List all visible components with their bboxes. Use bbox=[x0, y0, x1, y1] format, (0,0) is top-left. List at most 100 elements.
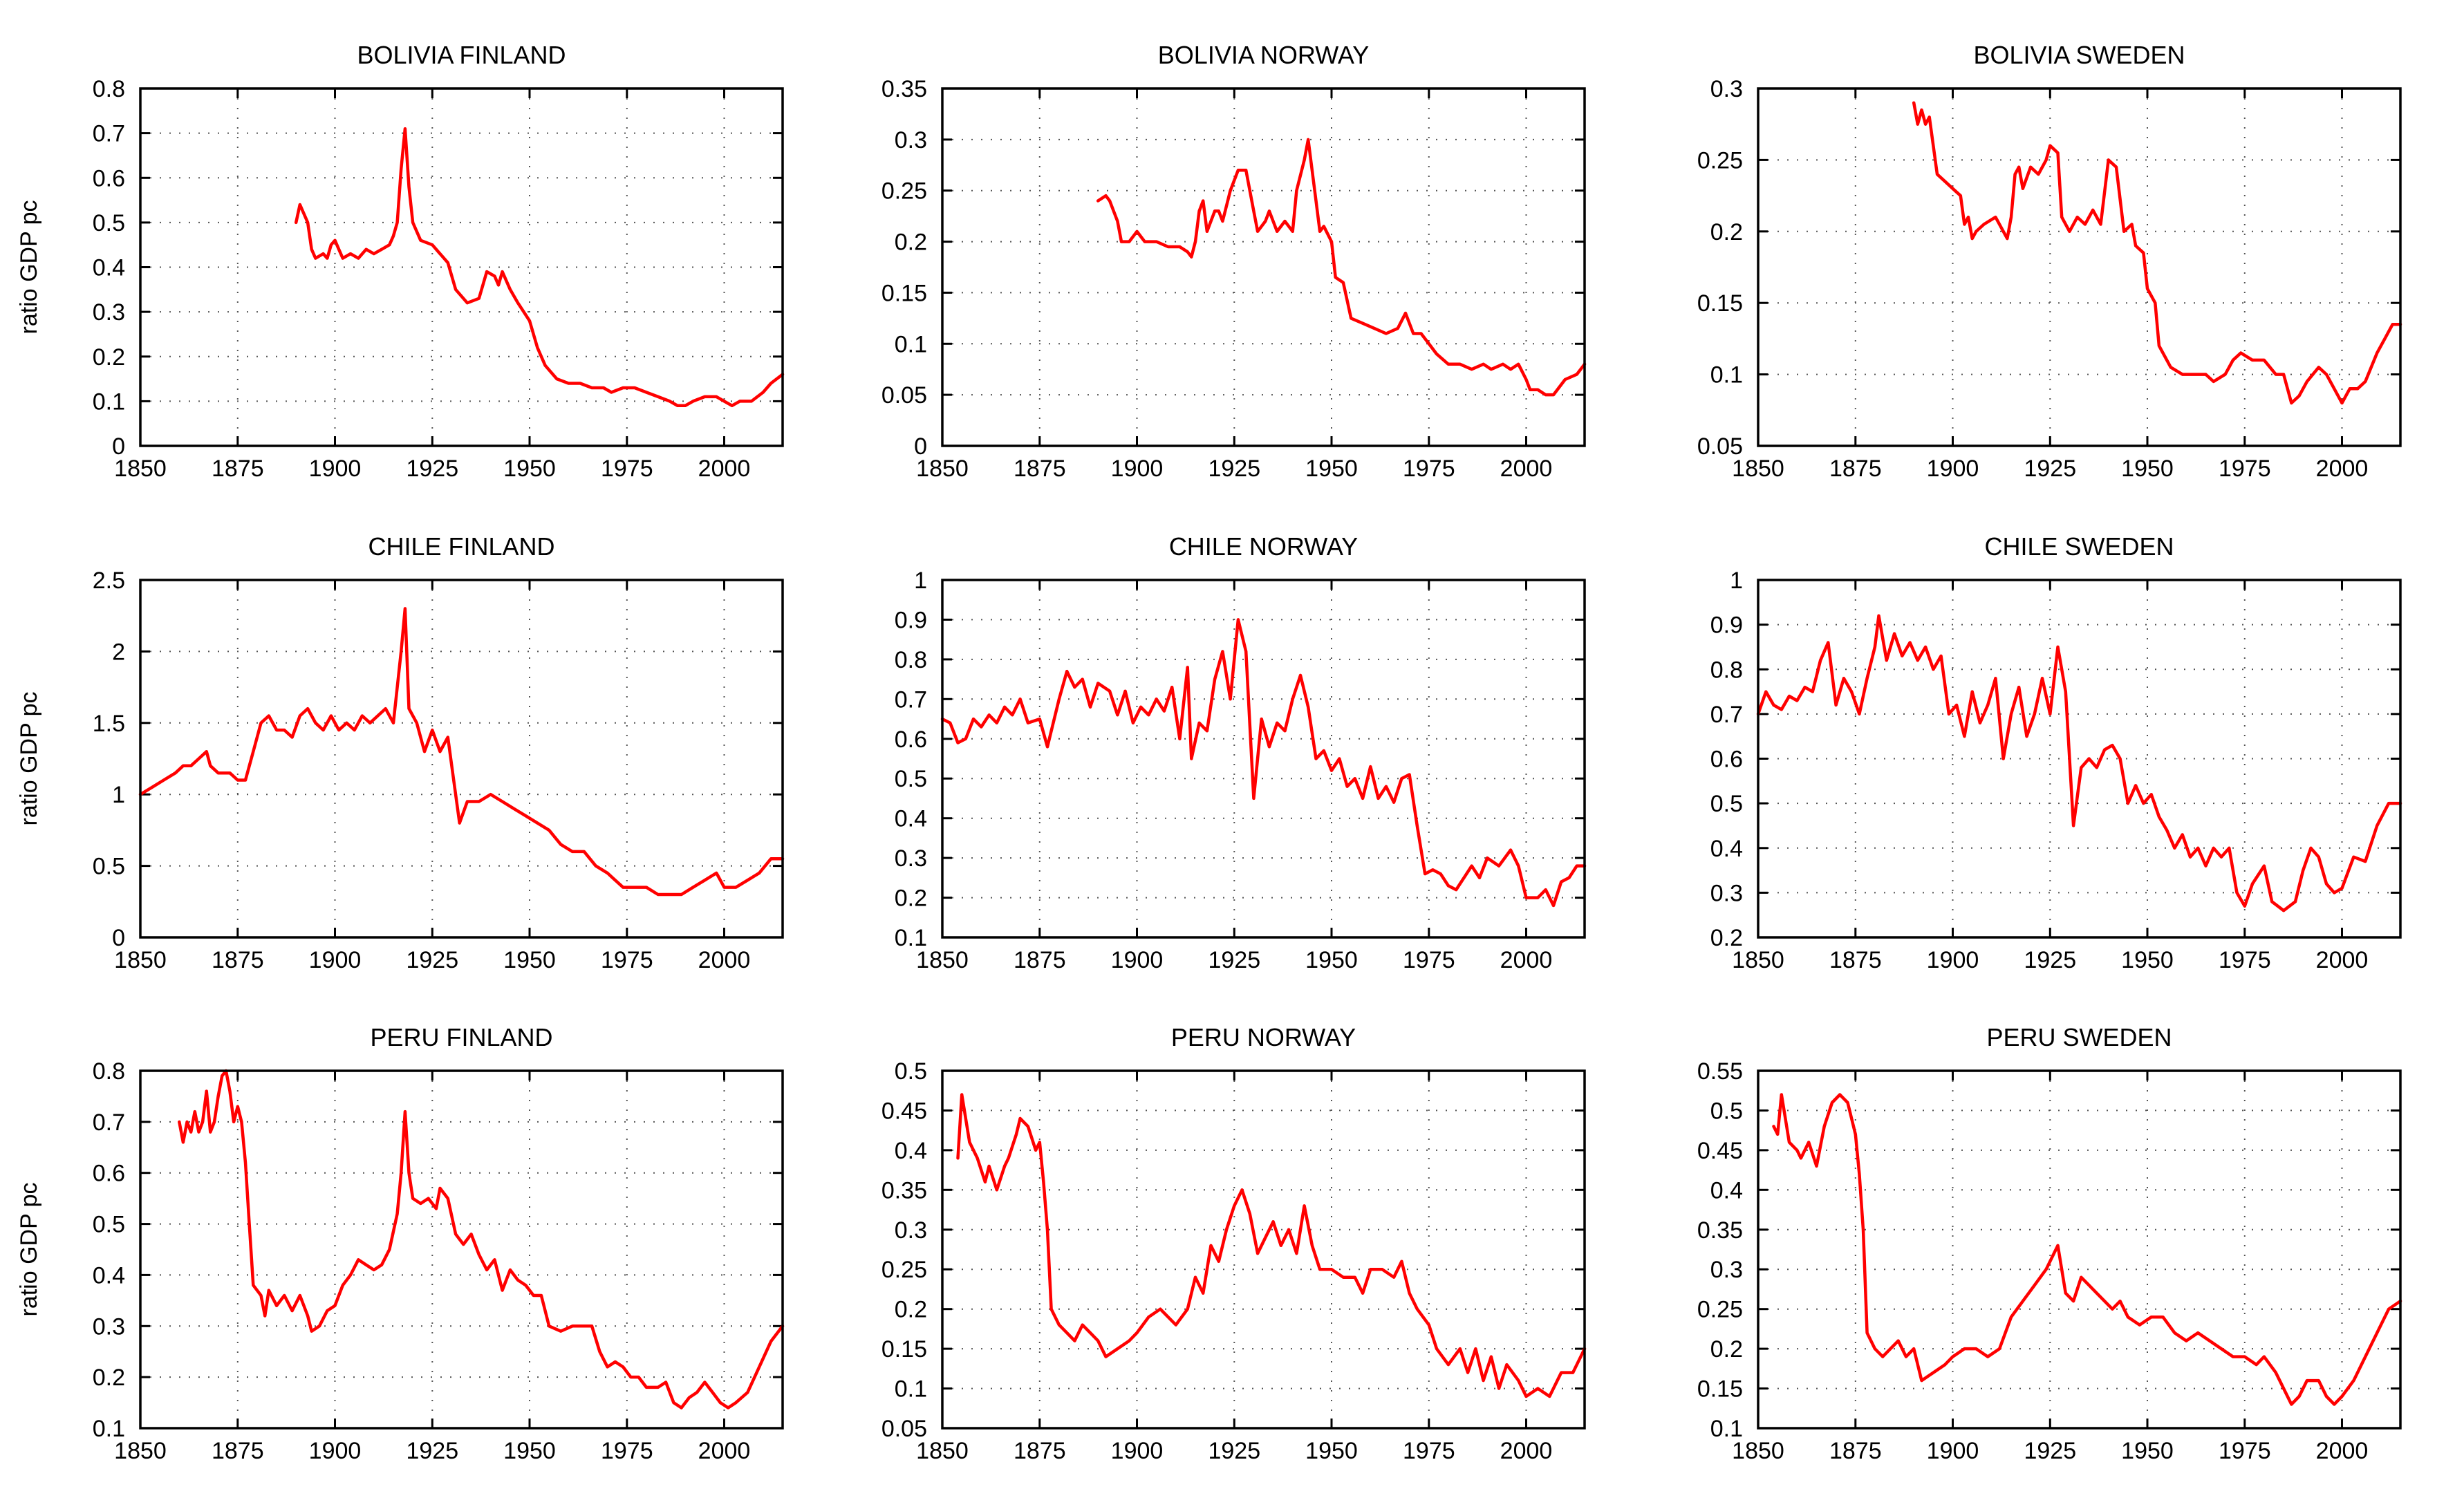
y-tick-label: 0.2 bbox=[895, 230, 927, 256]
y-tick-label: 0.6 bbox=[93, 1161, 125, 1187]
x-tick-label: 1850 bbox=[114, 1438, 167, 1464]
y-tick-label: 0.4 bbox=[1710, 836, 1743, 862]
y-tick-label: 0.55 bbox=[1697, 1058, 1743, 1085]
y-tick-label: 0.5 bbox=[1710, 791, 1743, 817]
x-tick-label: 1850 bbox=[114, 456, 167, 482]
x-tick-label: 1850 bbox=[916, 947, 969, 973]
plot-frame bbox=[941, 1069, 1586, 1430]
x-tick-label: 2000 bbox=[1500, 1438, 1553, 1464]
x-tick-label: 1900 bbox=[1111, 456, 1164, 482]
y-tick-label: 0.7 bbox=[93, 1110, 125, 1136]
plot-frame bbox=[139, 1069, 784, 1430]
x-tick-label: 1950 bbox=[503, 456, 556, 482]
y-tick-label: 0.4 bbox=[895, 1138, 927, 1164]
x-tick-label: 1850 bbox=[1732, 1438, 1784, 1464]
y-tick-label: 0.15 bbox=[1697, 1376, 1743, 1403]
chart-title: PERU NORWAY bbox=[1171, 1023, 1356, 1051]
series-line bbox=[294, 127, 785, 408]
y-tick-label: 1.5 bbox=[93, 711, 125, 737]
x-tick-label: 1950 bbox=[2121, 947, 2174, 973]
x-tick-label: 1925 bbox=[1208, 1438, 1260, 1464]
y-tick-label: 0.3 bbox=[93, 299, 125, 326]
plot-frame bbox=[941, 87, 1586, 447]
chart-title: CHILE FINLAND bbox=[368, 532, 554, 561]
x-tick-label: 2000 bbox=[2316, 456, 2369, 482]
chart-panel-3: BOLIVIA SWEDEN 1850 1875 1900 1925 1950 1975 20… bbox=[1697, 41, 2402, 482]
x-tick-label: 1925 bbox=[406, 1438, 458, 1464]
y-tick-label: 0.1 bbox=[93, 1416, 125, 1442]
chart-panel-5: CHILE NORWAY 1850 1875 1900 1925 1950 1975 2000… bbox=[895, 532, 1587, 973]
x-tick-label: 1950 bbox=[1305, 947, 1358, 973]
y-tick-label: 0.5 bbox=[895, 1058, 927, 1085]
y-tick-label: 0.8 bbox=[93, 1058, 125, 1085]
chart-panel-7: PERU FINLAND ratio GDP pc 1850 1875 1900 1925… bbox=[16, 1023, 785, 1464]
y-tick-label: 2 bbox=[112, 639, 125, 665]
x-tick-label: 1925 bbox=[406, 456, 458, 482]
y-tick-label: 0.7 bbox=[1710, 702, 1743, 728]
y-tick-label: 0.35 bbox=[1697, 1217, 1743, 1244]
x-tick-label: 1875 bbox=[1829, 456, 1882, 482]
x-tick-label: 1925 bbox=[2024, 456, 2076, 482]
y-tick-label: 0.25 bbox=[881, 178, 927, 205]
y-tick-label: 1 bbox=[1730, 568, 1743, 594]
x-tick-label: 1975 bbox=[1403, 947, 1455, 973]
y-tick-label: 0.3 bbox=[1710, 1257, 1743, 1283]
x-tick-label: 2000 bbox=[2316, 1438, 2369, 1464]
plot-frame bbox=[941, 579, 1586, 939]
x-tick-label: 1900 bbox=[309, 456, 362, 482]
y-tick-label: 0.1 bbox=[895, 331, 927, 357]
y-axis-label: ratio GDP pc bbox=[16, 200, 42, 334]
chart-title: PERU SWEDEN bbox=[1986, 1023, 2172, 1051]
y-tick-label: 0.5 bbox=[895, 766, 927, 792]
x-tick-label: 1900 bbox=[1927, 947, 1979, 973]
y-tick-label: 1 bbox=[914, 568, 927, 594]
x-tick-label: 1925 bbox=[406, 947, 458, 973]
y-tick-label: 0.25 bbox=[881, 1257, 927, 1283]
chart-panel-4: CHILE FINLAND ratio GDP pc 1850 1875 1900 192… bbox=[16, 532, 785, 973]
y-axis-label: ratio GDP pc bbox=[16, 691, 42, 825]
x-tick-label: 1975 bbox=[2219, 947, 2271, 973]
y-tick-label: 1 bbox=[112, 782, 125, 808]
chart-title: BOLIVIA NORWAY bbox=[1158, 41, 1369, 69]
chart-title: CHILE SWEDEN bbox=[1984, 532, 2174, 561]
y-tick-label: 0.6 bbox=[1710, 747, 1743, 773]
x-tick-label: 2000 bbox=[698, 947, 751, 973]
y-tick-label: 0.8 bbox=[93, 76, 125, 102]
y-tick-label: 0.1 bbox=[1710, 1416, 1743, 1442]
y-tick-label: 0.2 bbox=[895, 886, 927, 912]
x-tick-label: 1875 bbox=[1014, 456, 1066, 482]
y-tick-label: 0.1 bbox=[93, 388, 125, 415]
x-tick-label: 1950 bbox=[2121, 1438, 2174, 1464]
x-tick-label: 1975 bbox=[1403, 456, 1455, 482]
x-tick-label: 1850 bbox=[1732, 456, 1784, 482]
x-tick-label: 1925 bbox=[1208, 947, 1260, 973]
y-tick-label: 0.1 bbox=[895, 1376, 927, 1403]
x-tick-label: 1975 bbox=[601, 456, 653, 482]
x-tick-label: 1850 bbox=[1732, 947, 1784, 973]
y-tick-label: 2.5 bbox=[93, 568, 125, 594]
y-tick-label: 0.8 bbox=[1710, 657, 1743, 683]
y-tick-label: 0.7 bbox=[895, 686, 927, 713]
y-tick-label: 0.1 bbox=[895, 925, 927, 951]
y-tick-label: 0.8 bbox=[895, 647, 927, 673]
y-tick-label: 0.2 bbox=[93, 1365, 125, 1391]
y-tick-label: 0.2 bbox=[1710, 925, 1743, 951]
x-tick-label: 1925 bbox=[2024, 947, 2076, 973]
y-tick-label: 0.15 bbox=[1697, 290, 1743, 317]
y-tick-label: 0.45 bbox=[881, 1098, 927, 1124]
x-tick-label: 2000 bbox=[698, 456, 751, 482]
x-tick-label: 1900 bbox=[1927, 456, 1979, 482]
x-tick-label: 1975 bbox=[601, 1438, 653, 1464]
y-tick-label: 0.45 bbox=[1697, 1138, 1743, 1164]
x-tick-label: 2000 bbox=[698, 1438, 751, 1464]
series-line bbox=[1756, 614, 2402, 912]
series-line bbox=[1772, 1093, 2402, 1406]
y-tick-label: 0.3 bbox=[1710, 76, 1743, 102]
y-tick-label: 0.2 bbox=[895, 1297, 927, 1323]
x-tick-label: 1875 bbox=[1014, 947, 1066, 973]
y-tick-label: 0.5 bbox=[93, 1212, 125, 1238]
series-line bbox=[178, 1069, 785, 1410]
y-tick-label: 0.7 bbox=[93, 121, 125, 147]
chart-title: BOLIVIA SWEDEN bbox=[1973, 41, 2185, 69]
